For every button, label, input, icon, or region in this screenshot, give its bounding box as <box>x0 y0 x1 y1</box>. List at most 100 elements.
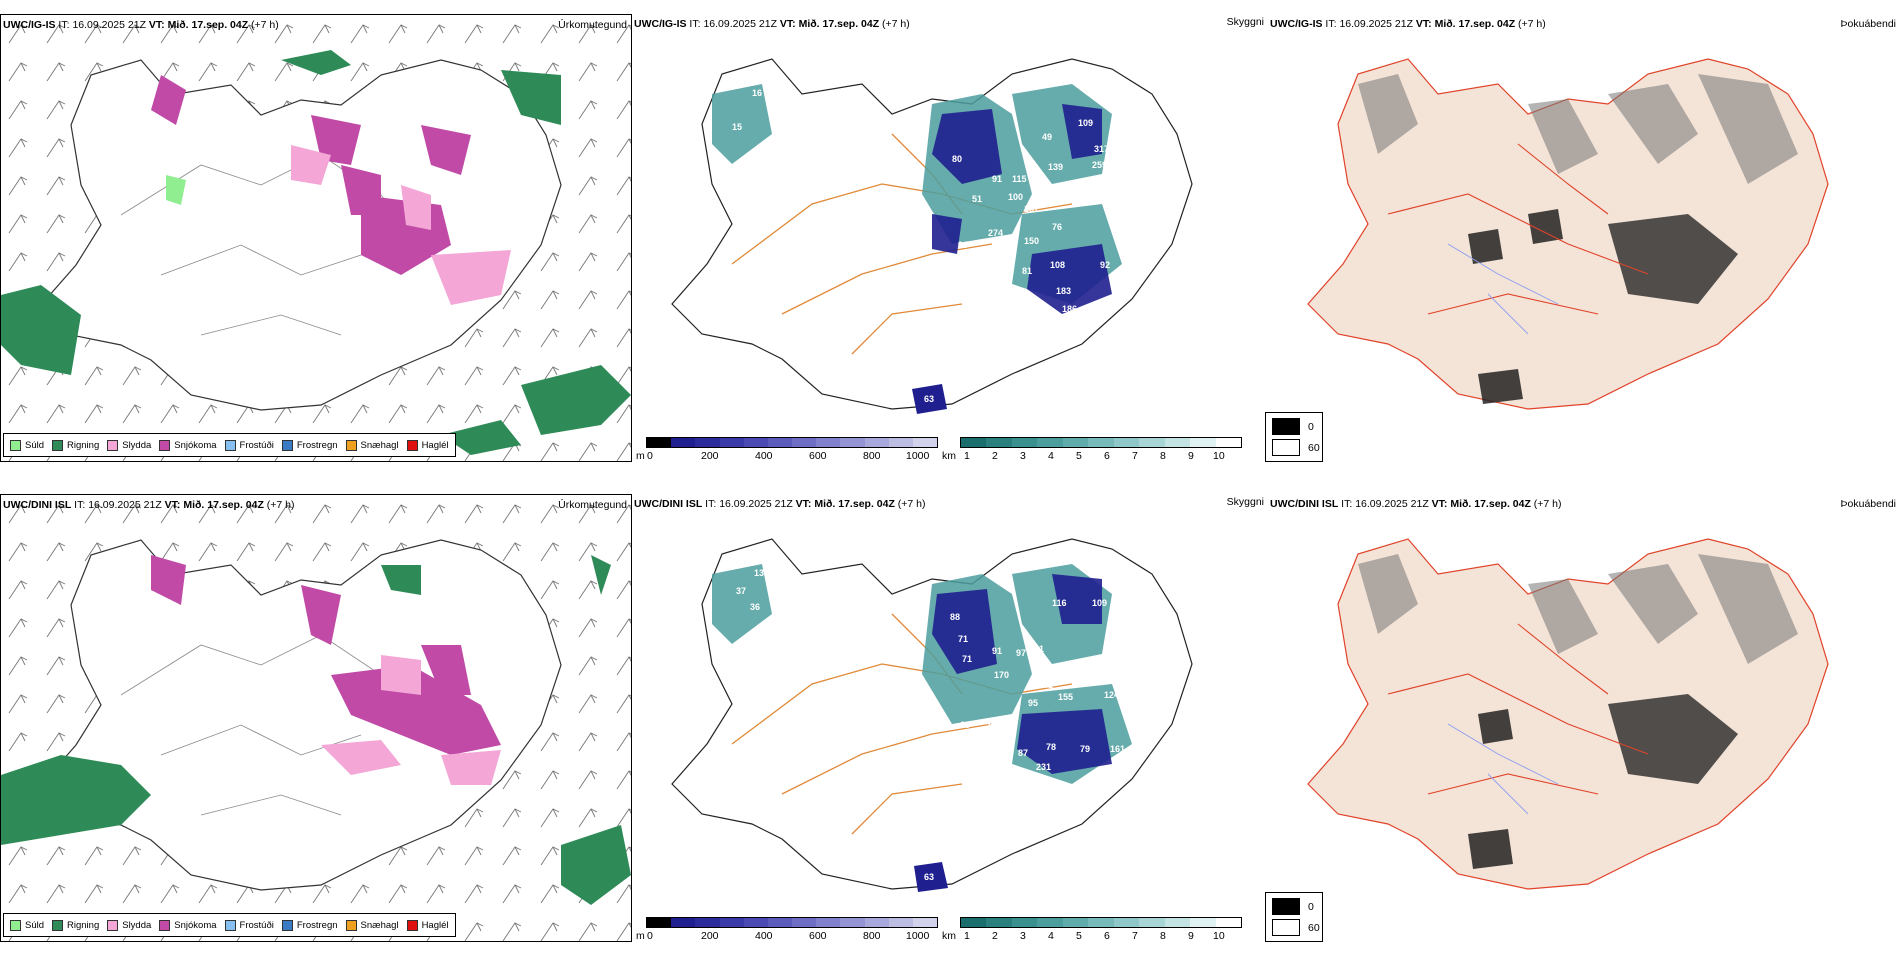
cloudbase-tick: 400 <box>755 930 773 942</box>
fog-legend-item: 0 <box>1272 418 1314 435</box>
colorbar-segment <box>1215 438 1241 447</box>
legend-item-haglel: Haglél <box>406 919 449 931</box>
swatch-icon <box>107 919 119 931</box>
cloud-number: 115 <box>1012 174 1027 184</box>
legend-item-frostregn: Frostregn <box>281 439 338 451</box>
fog-legend-item: 60 <box>1272 919 1320 936</box>
precip-type-label: Úrkomutegund <box>558 19 627 31</box>
visibility-colorbar-row2: km 1 2 3 4 5 6 7 8 9 10 <box>942 917 1242 953</box>
cloud-number: 78 <box>1046 742 1057 752</box>
colorbar-segment <box>1088 438 1114 447</box>
cloud-number: 49 <box>1042 132 1053 142</box>
cloud-number: 81 <box>1022 266 1033 276</box>
swatch-icon <box>10 919 21 931</box>
visibility-tick: 7 <box>1132 450 1138 462</box>
visibility-colorbar-track <box>960 917 1242 928</box>
cloudbase-unit: m <box>636 450 645 462</box>
cloud-number: 16 <box>782 88 793 98</box>
panel-title: UWC/DINI ISL IT: 16.09.2025 21Z VT: Mið.… <box>1270 498 1562 510</box>
cloud-number: 13 <box>754 568 765 578</box>
visibility-tick: 1 <box>964 930 970 942</box>
fog-map-row2 <box>1307 538 1829 890</box>
fog-map-row1 <box>1307 58 1829 410</box>
cloudbase-colorbar-row2: m 0 200 400 600 800 1000 <box>636 917 938 953</box>
colorbar-segment <box>647 438 672 447</box>
legend-item-frostudi: Frostúði <box>224 439 274 451</box>
swatch-icon <box>345 919 357 931</box>
cloud-number: 960 <box>988 720 1004 730</box>
cloudbase-unit: m <box>636 930 645 942</box>
colorbar-segment <box>743 438 768 447</box>
cloud-number: 96 <box>958 240 969 250</box>
cloud-number: 63 <box>924 394 935 404</box>
colorbar-segment <box>816 438 841 447</box>
colorbar-segment <box>719 918 744 927</box>
cloud-number: 91 <box>992 646 1003 656</box>
visibility-tick: 5 <box>1076 450 1082 462</box>
colorbar-segment <box>1088 918 1114 927</box>
colorbar-segment <box>912 918 938 927</box>
precip-legend: Súld Rigning Slydda Snjókoma Frostúði Fr… <box>3 433 456 457</box>
visibility-tick: 9 <box>1188 930 1194 942</box>
cloud-number: 71 <box>962 654 973 664</box>
cloud-number: 24 <box>910 850 921 860</box>
cloud-number: 124 <box>1104 690 1120 700</box>
cloud-number: 36 <box>750 602 761 612</box>
colorbar-segment <box>864 918 889 927</box>
colorbar-segment <box>767 918 793 927</box>
legend-item-slydda: Slydda <box>107 439 151 451</box>
fog-panel-row1: UWC/IG-IS IT: 16.09.2025 21Z VT: Mið. 17… <box>1268 14 1900 462</box>
fog-legend-row2: 0 60 <box>1265 892 1323 942</box>
cloud-number: 92 <box>1100 260 1111 270</box>
cloud-number: 91 <box>1034 644 1045 654</box>
cloud-number: 87 <box>1018 748 1029 758</box>
colorbar-segment <box>961 438 987 447</box>
colorbar-segment <box>1164 438 1191 447</box>
cloud-number: 51 <box>972 194 983 204</box>
cloudbase-map-row1 <box>671 58 1193 414</box>
legend-item-sudd: Súld <box>10 439 44 451</box>
cloudbase-colorbar-track <box>646 437 938 448</box>
colorbar-segment <box>864 438 889 447</box>
colorbar-segment <box>1215 918 1241 927</box>
legend-item-slydda: Slydda <box>107 919 151 931</box>
precip-type-label: Úrkomutegund <box>558 499 627 511</box>
colorbar-segment <box>1164 918 1191 927</box>
cloudbase-tick: 600 <box>809 930 827 942</box>
visibility-tick: 7 <box>1132 930 1138 942</box>
colorbar-segment <box>986 438 1012 447</box>
cloud-number: 90 <box>1072 190 1083 200</box>
swatch-icon <box>224 439 236 451</box>
swatch-icon <box>52 439 64 451</box>
legend-item-haglel: Haglél <box>406 439 449 451</box>
colorbar-segment <box>840 438 865 447</box>
visibility-tick: 4 <box>1048 930 1054 942</box>
cloud-number: 183 <box>1056 286 1072 296</box>
colorbar-segment <box>743 918 768 927</box>
visibility-tick: 9 <box>1188 450 1194 462</box>
colorbar-segment <box>986 918 1012 927</box>
legend-item-rigning: Rigning <box>52 439 99 451</box>
swatch-icon <box>1272 898 1300 915</box>
cloud-number: 231 <box>1036 762 1052 772</box>
cloud-number: 110 <box>1116 598 1131 608</box>
cloudbase-map-row2 <box>671 538 1193 892</box>
colorbar-segment <box>792 918 817 927</box>
cloudbase-tick: 0 <box>647 450 653 462</box>
colorbar-segment <box>1139 438 1165 447</box>
cloud-number: 116 <box>1052 598 1067 608</box>
colorbar-segment <box>1011 918 1038 927</box>
colorbar-segment <box>719 438 744 447</box>
cloud-number: 106 <box>1034 662 1050 672</box>
visibility-tick: 5 <box>1076 930 1082 942</box>
cloud-number: 78 <box>1122 260 1133 270</box>
swatch-icon <box>281 919 293 931</box>
visibility-label: Skyggni <box>1226 16 1264 28</box>
cloud-number: 317 <box>1094 144 1110 154</box>
colorbar-segment <box>767 438 793 447</box>
panel-title: UWC/DINI ISL IT: 16.09.2025 21Z VT: Mið.… <box>634 498 926 510</box>
visibility-tick: 10 <box>1213 450 1225 462</box>
precip-map-row2 <box>1 495 631 941</box>
colorbar-segment <box>1062 438 1089 447</box>
colorbar-segment <box>888 918 913 927</box>
